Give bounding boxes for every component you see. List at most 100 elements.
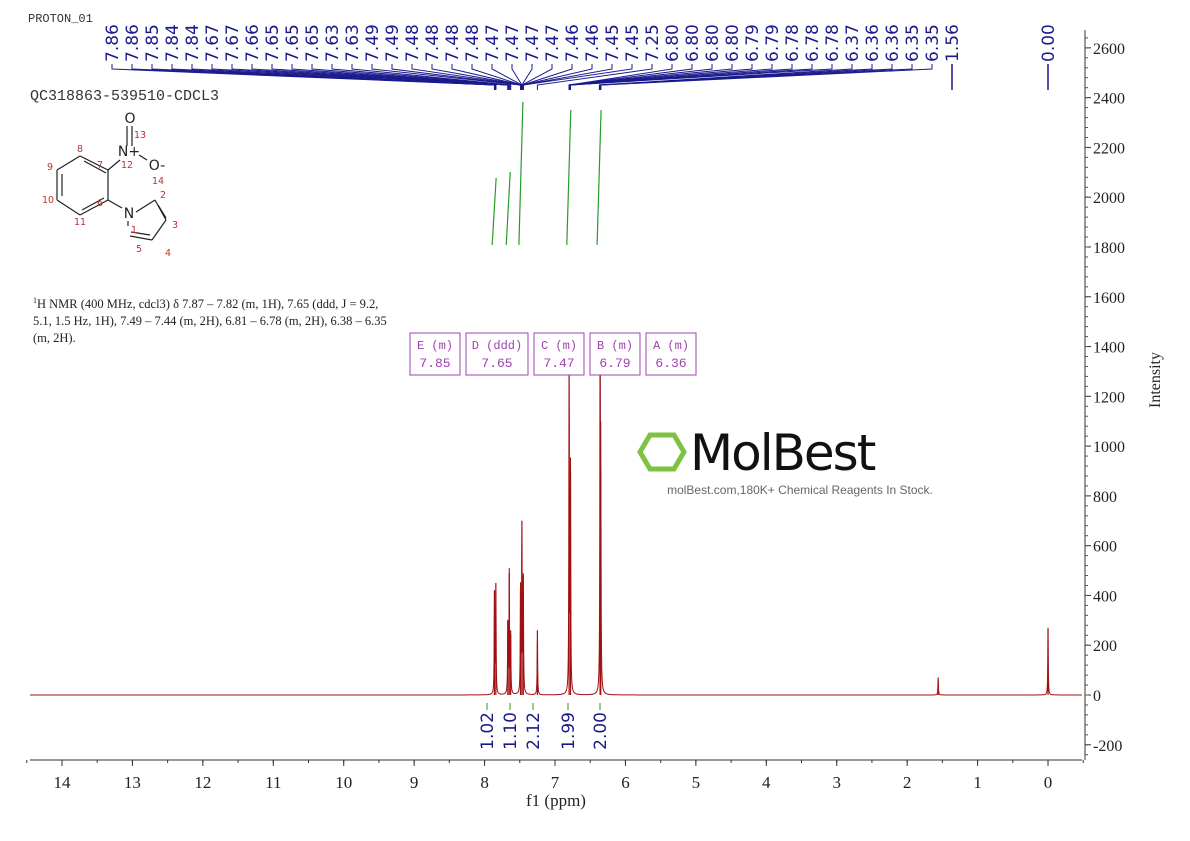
- integral-value: 2.12: [524, 712, 544, 750]
- peak-label-text: 7.47: [523, 24, 543, 62]
- peak-label-text: 6.80: [703, 24, 723, 62]
- peak-label-text: 6.80: [723, 24, 743, 62]
- multiplet-shift: 7.47: [543, 356, 574, 371]
- integral-value: 1.10: [501, 712, 521, 750]
- peak-label: 7.85: [143, 24, 496, 90]
- y-tick-label: 2200: [1093, 140, 1125, 157]
- structure-atom-number: 2: [160, 190, 166, 201]
- multiplet-shift: 7.65: [481, 356, 512, 371]
- structure-bond: [151, 219, 167, 241]
- peak-label: 6.79: [569, 24, 783, 90]
- peak-label-connector: [391, 64, 521, 90]
- structure-bond: [135, 199, 156, 213]
- peak-label: 7.63: [343, 24, 512, 90]
- structure-bond: [138, 154, 148, 161]
- x-tick-label: 1: [973, 773, 982, 792]
- structure-atom-number: 9: [47, 162, 53, 173]
- peak-label-text: 7.66: [243, 24, 263, 62]
- y-tick-label: 200: [1093, 638, 1117, 655]
- peak-label-text: 7.48: [403, 24, 423, 62]
- peak-label-text: 7.47: [543, 24, 563, 62]
- integral-curve: [596, 109, 602, 246]
- peak-label-connector: [191, 64, 497, 90]
- peak-label-text: 0.00: [1039, 24, 1059, 62]
- structure-bond: [79, 155, 109, 171]
- isotope-superscript: 1: [33, 296, 37, 305]
- structure-bond: [56, 155, 81, 171]
- peak-label-connector: [522, 64, 633, 90]
- multiplet-frame: [589, 332, 641, 376]
- multiplet-shift: 7.85: [419, 356, 450, 371]
- peak-label-text: 6.80: [663, 24, 683, 62]
- x-tick-label: 13: [124, 773, 141, 792]
- multiplet-label: B (m): [597, 339, 633, 353]
- y-tick-label: 1000: [1093, 439, 1125, 456]
- peak-label: 6.35: [600, 24, 943, 90]
- x-tick-label: 8: [480, 773, 489, 792]
- watermark-logo: MolBest: [690, 424, 876, 482]
- peak-label-text: 6.79: [743, 24, 763, 62]
- structure-bond: [107, 159, 121, 171]
- peak-label: 7.48: [463, 24, 522, 90]
- peak-label: 7.45: [522, 24, 643, 90]
- peak-label-text: 6.35: [923, 24, 943, 62]
- peak-label-connector: [570, 64, 833, 90]
- y-axis-label: Intensity: [1147, 352, 1164, 408]
- peak-label: 6.36: [599, 24, 903, 90]
- peak-label-text: 7.85: [143, 24, 163, 62]
- structure-atom-number: 5: [136, 244, 142, 255]
- structure-bond: [129, 235, 153, 241]
- peak-label: 6.80: [568, 24, 743, 90]
- structure-atom: O-: [149, 158, 165, 174]
- y-tick-label: 1200: [1093, 389, 1125, 406]
- peak-label-text: 6.36: [883, 24, 903, 62]
- peak-label-text: 7.63: [323, 24, 343, 62]
- multiplet-label: E (m): [417, 339, 453, 353]
- structure-atom: N+: [118, 144, 140, 160]
- structure-atom-number: 8: [77, 144, 83, 155]
- peak-label: 6.37: [598, 24, 863, 90]
- peak-label-connector: [568, 64, 733, 90]
- multiplet-box: E (m) 7.85: [409, 332, 461, 376]
- structure-atom-number: 6: [97, 198, 103, 209]
- structure-bond: [79, 199, 109, 216]
- watermark-tagline: molBest.com,180K+ Chemical Reagents In S…: [667, 483, 933, 497]
- peak-label-connector: [600, 64, 933, 90]
- peak-label-connector: [522, 64, 593, 90]
- peak-label-connector: [536, 64, 653, 90]
- y-tick-label: 600: [1093, 539, 1117, 556]
- peak-label: 7.66: [243, 24, 510, 90]
- peak-label-text: 1.56: [943, 24, 963, 62]
- peak-label-text: 7.49: [363, 24, 383, 62]
- peak-label: 7.46: [522, 24, 603, 90]
- multiplet-shift: 6.36: [655, 356, 686, 371]
- peak-label: 6.78: [570, 24, 843, 90]
- peak-label: 7.67: [223, 24, 509, 90]
- integral-value: 1.02: [478, 712, 498, 750]
- multiplet-box: A (m) 6.36: [645, 332, 697, 376]
- y-tick-label: 400: [1093, 588, 1117, 605]
- peak-label-text: 7.45: [603, 24, 623, 62]
- structure-atom-number: 13: [134, 130, 146, 141]
- peak-label-text: 7.86: [123, 24, 143, 62]
- integral-curve: [491, 177, 497, 246]
- x-tick-label: 2: [903, 773, 912, 792]
- x-tick-label: 7: [551, 773, 560, 792]
- sample-id: QC318863-539510-CDCL3: [30, 88, 220, 105]
- peak-label-text: 7.45: [623, 24, 643, 62]
- peak-label: 0.00: [1039, 24, 1059, 90]
- peak-label: 7.47: [521, 24, 563, 90]
- watermark-hexagon-icon: [637, 432, 687, 472]
- peak-label: 7.49: [383, 24, 521, 90]
- y-tick-label: 2000: [1093, 190, 1125, 207]
- peak-label-text: 7.48: [423, 24, 443, 62]
- multiplet-frame: [465, 332, 529, 376]
- structure-bond: [56, 199, 81, 216]
- peak-label-text: 7.47: [503, 24, 523, 62]
- peak-label-connector: [311, 64, 510, 90]
- integral-curve: [518, 101, 524, 246]
- structure-atom: N: [124, 206, 134, 222]
- x-tick-label: 14: [54, 773, 72, 792]
- y-tick-label: 1600: [1093, 290, 1125, 307]
